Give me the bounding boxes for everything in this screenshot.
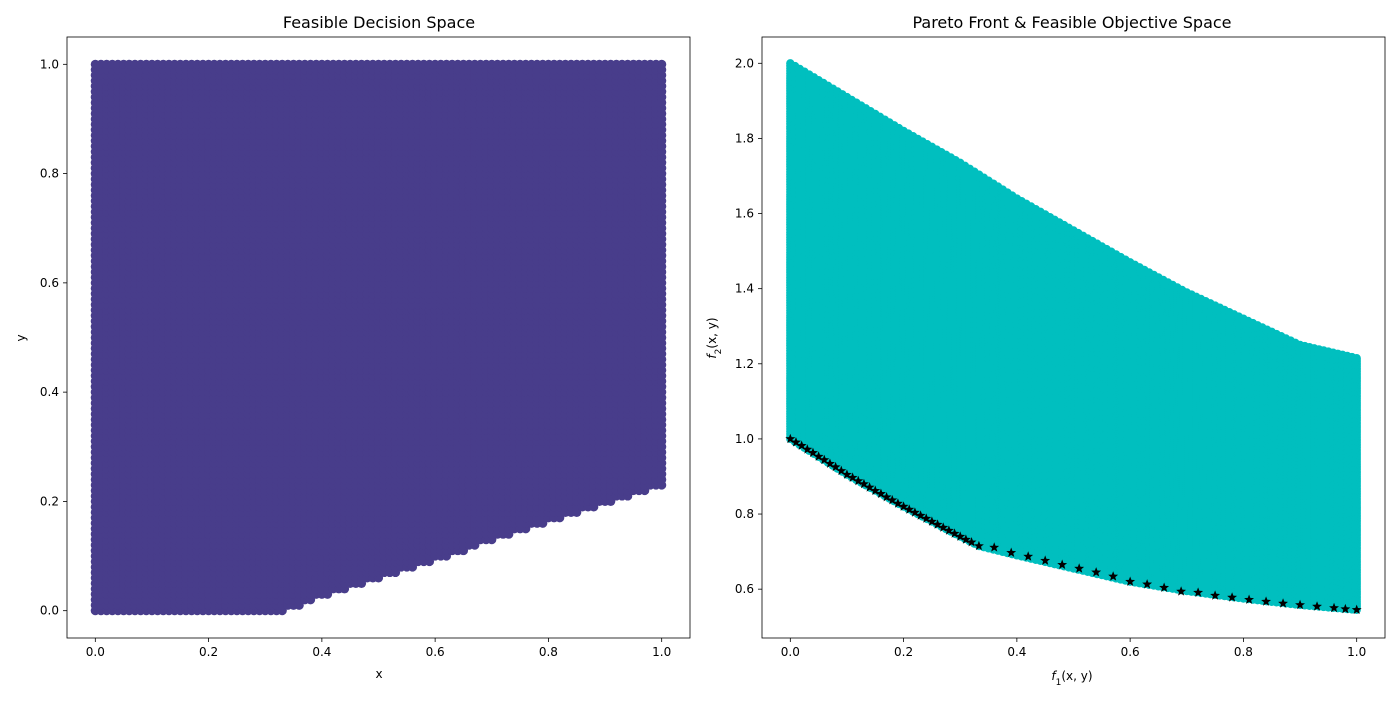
decision-space-series: [90, 59, 667, 616]
